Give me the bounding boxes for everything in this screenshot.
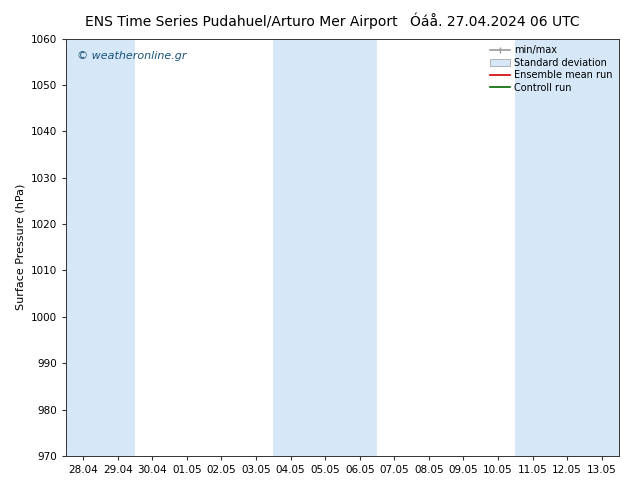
Y-axis label: Surface Pressure (hPa): Surface Pressure (hPa) — [15, 184, 25, 311]
Text: Óáå. 27.04.2024 06 UTC: Óáå. 27.04.2024 06 UTC — [410, 15, 579, 29]
Bar — [550, 39, 585, 456]
Bar — [308, 39, 342, 456]
Bar — [66, 39, 100, 456]
Bar — [100, 39, 135, 456]
Bar — [342, 39, 377, 456]
Legend: min/max, Standard deviation, Ensemble mean run, Controll run: min/max, Standard deviation, Ensemble me… — [488, 44, 614, 95]
Bar — [585, 39, 619, 456]
Bar — [515, 39, 550, 456]
Text: ENS Time Series Pudahuel/Arturo Mer Airport: ENS Time Series Pudahuel/Arturo Mer Airp… — [84, 15, 398, 29]
Text: © weatheronline.gr: © weatheronline.gr — [77, 51, 186, 61]
Bar — [273, 39, 308, 456]
